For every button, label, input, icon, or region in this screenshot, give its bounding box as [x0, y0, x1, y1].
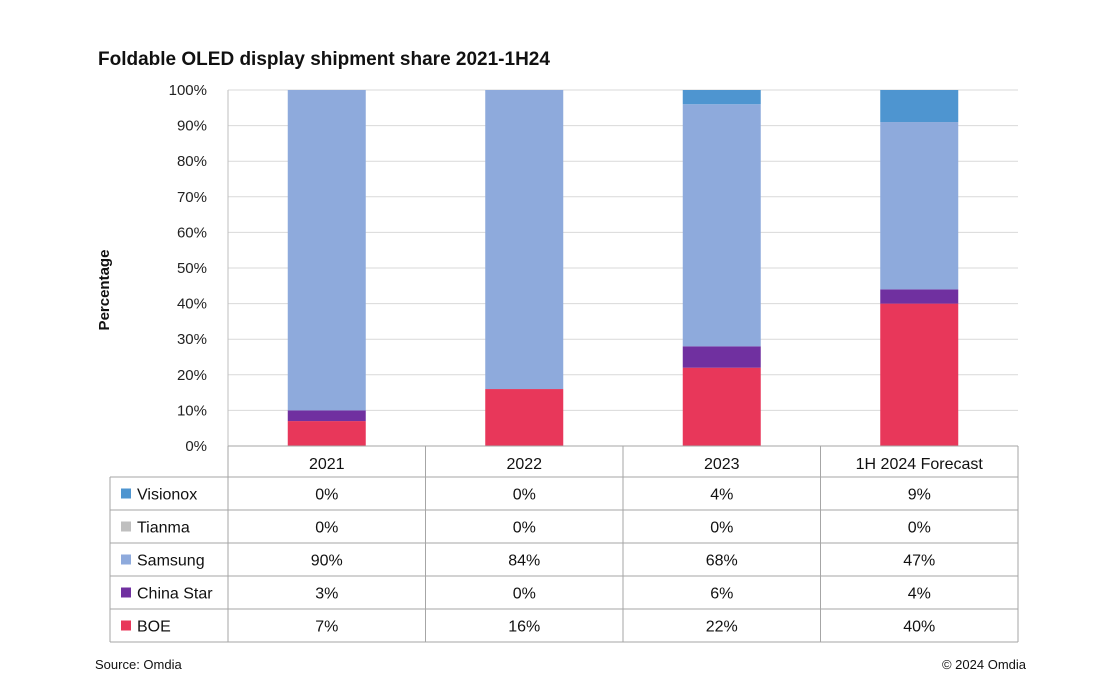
legend-swatch	[121, 620, 131, 631]
y-tick-label: 50%	[177, 260, 207, 277]
data-label: 7%	[315, 619, 338, 636]
legend-swatch	[121, 554, 131, 565]
legend-label: Samsung	[137, 553, 205, 570]
bar-boe	[682, 367, 761, 446]
bar-samsung	[485, 90, 564, 390]
chart-title: Foldable OLED display shipment share 202…	[98, 49, 550, 70]
bar-china-star	[287, 410, 366, 422]
data-label: 3%	[315, 586, 338, 603]
x-category-label: 2023	[704, 456, 740, 473]
data-label: 47%	[903, 553, 935, 570]
x-category-label: 2021	[309, 456, 345, 473]
data-label: 84%	[508, 553, 540, 570]
y-tick-label: 90%	[177, 118, 207, 135]
legend-label: Tianma	[137, 520, 190, 537]
bar-samsung	[682, 104, 761, 347]
bar-boe	[880, 303, 959, 446]
data-table: 2021 2022 2023 1H 2024 Forecast Visionox 0% 0%…	[109, 445, 1019, 643]
bar-boe	[287, 421, 366, 446]
bars	[287, 90, 959, 446]
y-axis-label: Percentage	[96, 250, 113, 331]
bar-china-star	[682, 346, 761, 368]
data-label: 0%	[315, 487, 338, 504]
y-tick-label: 80%	[177, 153, 207, 170]
data-label: 4%	[710, 487, 733, 504]
y-tick-label: 70%	[177, 189, 207, 206]
legend-label: Visionox	[137, 487, 197, 504]
data-label: 40%	[903, 619, 935, 636]
y-axis-ticks: 0% 10% 20% 30% 40% 50% 60% 70% 80% 90% 100%	[169, 82, 207, 455]
x-category-label: 1H 2024 Forecast	[856, 456, 984, 473]
data-label: 0%	[513, 520, 536, 537]
y-tick-label: 30%	[177, 331, 207, 348]
y-tick-label: 40%	[177, 296, 207, 313]
y-tick-label: 60%	[177, 224, 207, 241]
y-tick-label: 10%	[177, 402, 207, 419]
bar-samsung	[880, 122, 959, 290]
copyright-note: © 2024 Omdia	[942, 657, 1027, 672]
data-label: 6%	[710, 586, 733, 603]
data-label: 16%	[508, 619, 540, 636]
bar-china-star	[880, 289, 959, 304]
legend-swatch	[121, 521, 131, 532]
y-tick-label: 100%	[169, 82, 207, 99]
bar-visionox	[682, 90, 761, 105]
data-label: 0%	[710, 520, 733, 537]
legend-swatch	[121, 488, 131, 499]
data-label: 0%	[513, 586, 536, 603]
data-label: 9%	[908, 487, 931, 504]
data-label: 22%	[706, 619, 738, 636]
legend-label: China Star	[137, 586, 213, 603]
data-label: 0%	[315, 520, 338, 537]
bar-samsung	[287, 90, 366, 411]
bar-boe	[485, 389, 564, 446]
bar-visionox	[880, 90, 959, 123]
y-tick-label: 20%	[177, 367, 207, 384]
legend-label: BOE	[137, 619, 171, 636]
data-label: 4%	[908, 586, 931, 603]
data-label: 90%	[311, 553, 343, 570]
data-label: 68%	[706, 553, 738, 570]
legend-swatch	[121, 587, 131, 598]
y-tick-label: 0%	[185, 438, 207, 455]
data-label: 0%	[513, 487, 536, 504]
data-label: 0%	[908, 520, 931, 537]
x-category-label: 2022	[506, 456, 542, 473]
source-note: Source: Omdia	[95, 657, 182, 672]
